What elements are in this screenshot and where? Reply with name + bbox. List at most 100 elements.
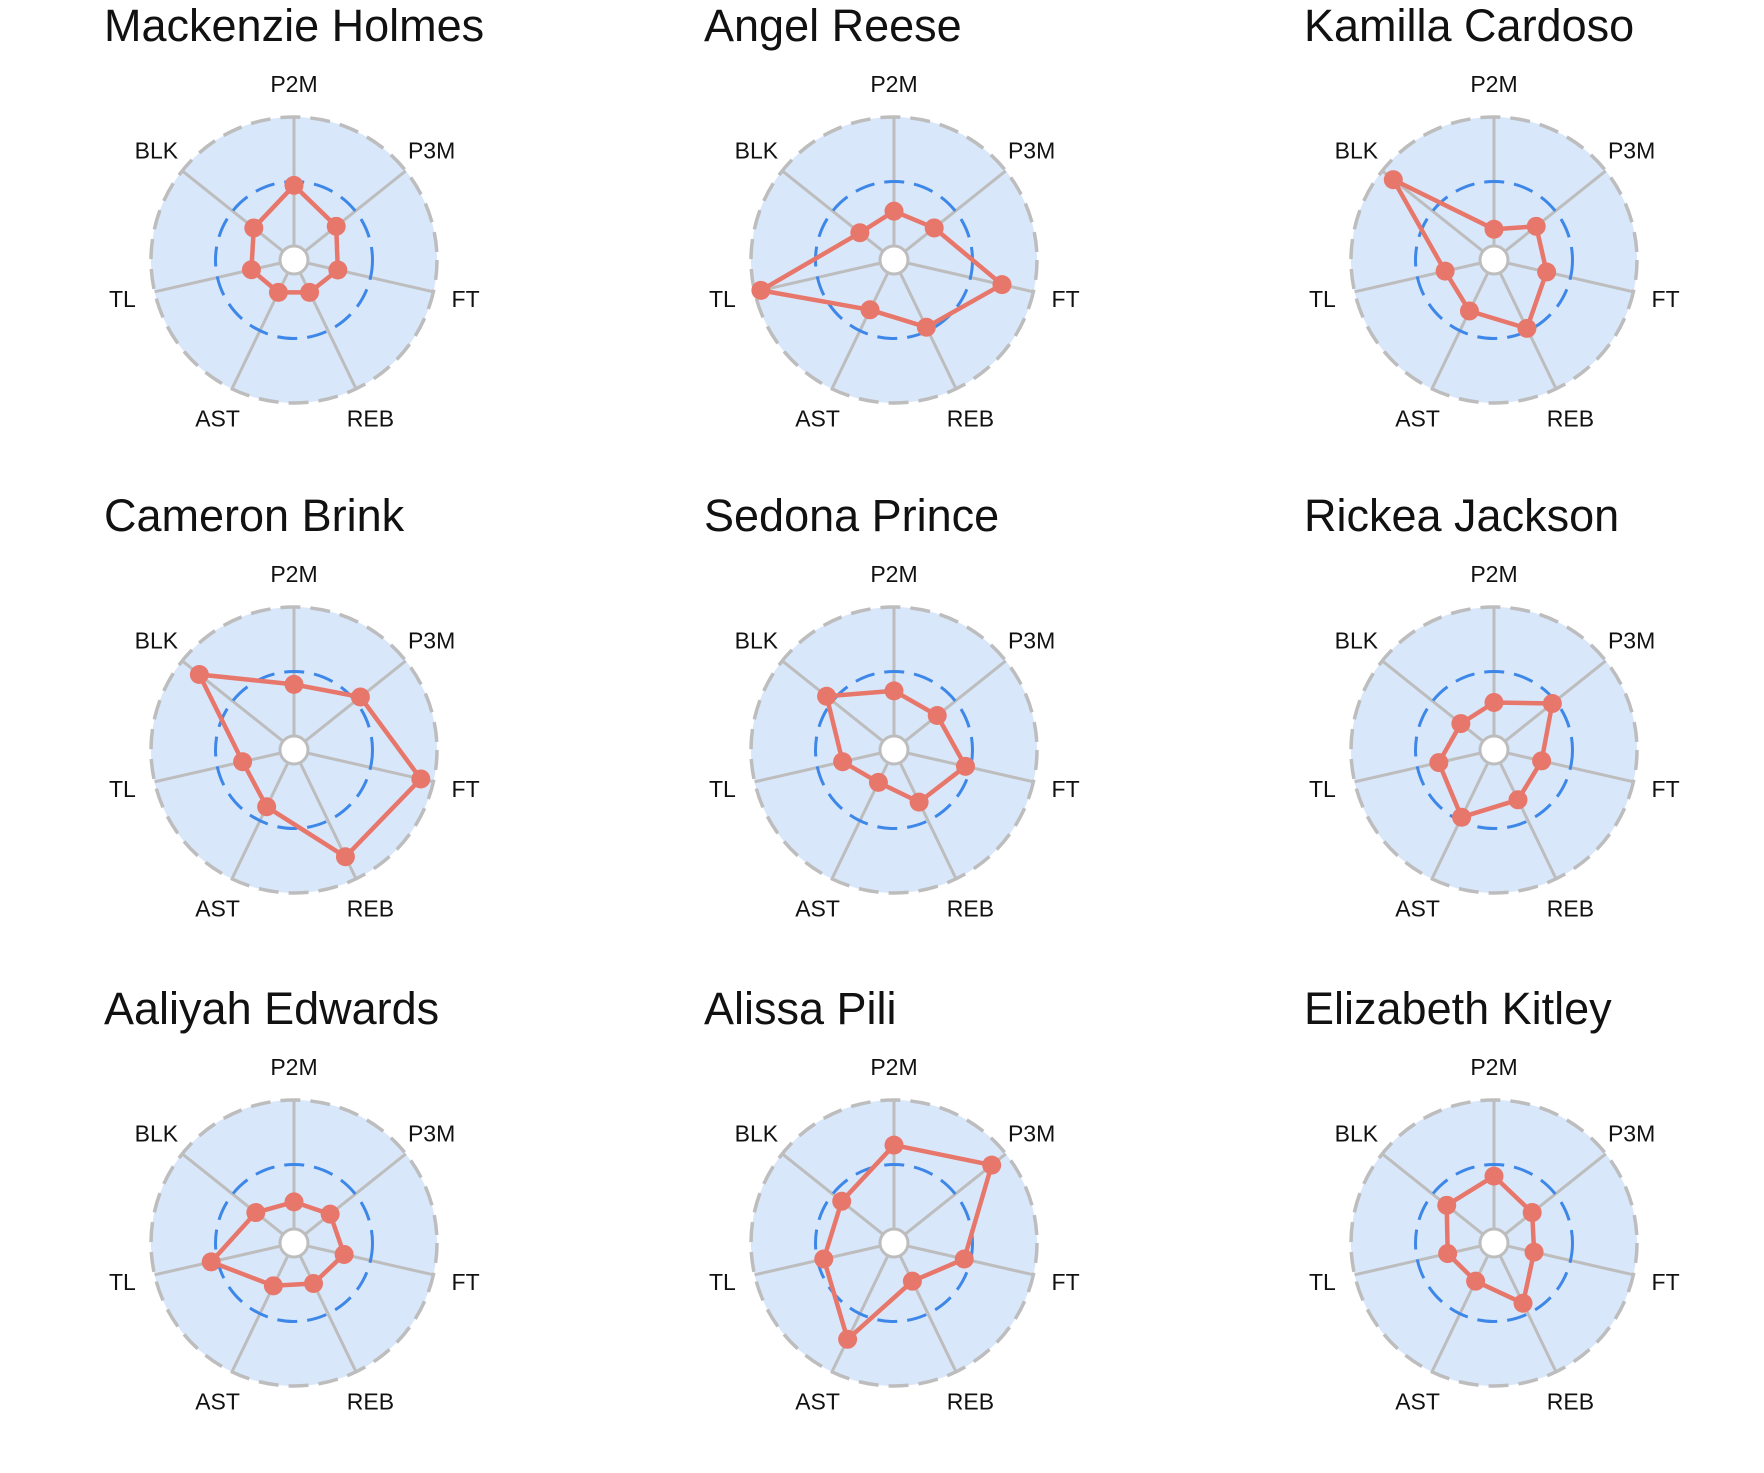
inner-ring xyxy=(878,244,910,276)
outer-ring xyxy=(1349,1098,1639,1388)
data-point-tl xyxy=(814,1249,834,1269)
chart-title: Aaliyah Edwards xyxy=(104,983,440,1034)
radar-panel-alissa-pili: Alissa Pili P2M P3M FT REB AST TL BLK xyxy=(600,983,1200,1473)
data-point-ast xyxy=(1459,301,1479,321)
axis-label-ast: AST xyxy=(795,896,840,922)
axis-label-p3m: P3M xyxy=(1608,1120,1655,1146)
data-point-ft xyxy=(411,769,431,789)
data-point-blk xyxy=(1383,170,1403,190)
data-point-blk xyxy=(1451,714,1471,734)
axis-label-ft: FT xyxy=(1652,776,1680,802)
data-point-p3m xyxy=(1542,693,1562,713)
data-point-ft xyxy=(954,1249,974,1269)
radar-chart: P2M P3M FT REB AST TL BLK xyxy=(709,1054,1080,1415)
axis-label-tl: TL xyxy=(1309,776,1336,802)
data-point-reb xyxy=(300,282,320,302)
outer-ring xyxy=(749,115,1039,405)
outer-ring xyxy=(1349,115,1639,405)
axis-spoke-blk xyxy=(181,1152,284,1236)
data-point-tl xyxy=(241,260,261,280)
data-point-p3m xyxy=(1522,1203,1542,1223)
data-point-p2m xyxy=(884,1135,904,1155)
axis-label-reb: REB xyxy=(347,1389,394,1415)
axis-label-p2m: P2M xyxy=(870,71,917,97)
data-point-ast xyxy=(1452,807,1472,827)
data-point-p3m xyxy=(1526,216,1546,236)
outer-ring xyxy=(149,115,439,405)
chart-title: Alissa Pili xyxy=(704,983,897,1034)
data-point-tl xyxy=(1429,753,1449,773)
chart-title: Elizabeth Kitley xyxy=(1304,983,1612,1034)
axis-label-reb: REB xyxy=(1547,1389,1594,1415)
axis-label-reb: REB xyxy=(947,406,994,432)
outer-ring xyxy=(149,605,439,895)
axis-label-tl: TL xyxy=(709,286,736,312)
data-point-reb xyxy=(902,1271,922,1291)
reference-ring xyxy=(814,1163,974,1323)
data-point-ft xyxy=(328,260,348,280)
axis-label-p3m: P3M xyxy=(1608,137,1655,163)
data-point-blk xyxy=(244,218,264,238)
chart-title: Rickea Jackson xyxy=(1304,490,1620,541)
data-point-blk xyxy=(850,223,870,243)
radar-panel-rickea-jackson: Rickea Jackson P2M P3M FT REB AST TL BLK xyxy=(1200,490,1764,980)
data-point-ft xyxy=(1537,262,1557,282)
series-line xyxy=(758,208,1005,330)
radar-panel-elizabeth-kitley: Elizabeth Kitley P2M P3M FT REB AST TL BLK xyxy=(1200,983,1764,1473)
chart-title: Mackenzie Holmes xyxy=(104,0,485,51)
radar-chart: P2M P3M FT REB AST TL BLK xyxy=(709,561,1080,922)
data-point-ast xyxy=(868,772,888,792)
axis-label-p2m: P2M xyxy=(1470,1054,1517,1080)
data-point-tl xyxy=(1435,261,1455,281)
axis-label-ast: AST xyxy=(1395,1389,1440,1415)
data-point-tl xyxy=(833,752,853,772)
axis-label-ft: FT xyxy=(1052,286,1080,312)
axis-label-reb: REB xyxy=(947,896,994,922)
data-point-ft xyxy=(334,1244,354,1264)
data-point-p2m xyxy=(1484,1166,1504,1186)
data-point-p2m xyxy=(284,1192,304,1212)
radar-panel-cameron-brink: Cameron Brink P2M P3M FT REB AST TL BLK xyxy=(0,490,600,980)
axis-label-ft: FT xyxy=(452,776,480,802)
axis-label-ft: FT xyxy=(1652,286,1680,312)
axis-label-blk: BLK xyxy=(135,137,179,163)
axis-label-blk: BLK xyxy=(135,627,179,653)
chart-title: Kamilla Cardoso xyxy=(1304,0,1635,51)
axis-label-reb: REB xyxy=(947,1389,994,1415)
data-point-p3m xyxy=(927,706,947,726)
axis-spoke-blk xyxy=(781,1152,884,1236)
axis-label-ft: FT xyxy=(1052,776,1080,802)
data-point-blk xyxy=(246,1203,266,1223)
axis-label-ast: AST xyxy=(1395,406,1440,432)
axis-label-p2m: P2M xyxy=(870,1054,917,1080)
radar-panel-kamilla-cardoso: Kamilla Cardoso P2M P3M FT REB AST TL BLK xyxy=(1200,0,1764,490)
reference-ring xyxy=(214,670,374,830)
chart-title: Cameron Brink xyxy=(104,490,405,541)
reference-ring xyxy=(214,1163,374,1323)
axis-label-ast: AST xyxy=(795,1389,840,1415)
axis-spoke-blk xyxy=(1381,1152,1484,1236)
data-point-blk xyxy=(832,1191,852,1211)
data-point-ast xyxy=(268,282,288,302)
axis-label-ast: AST xyxy=(195,896,240,922)
chart-title: Angel Reese xyxy=(704,0,962,51)
axis-label-p3m: P3M xyxy=(1008,137,1055,163)
data-point-blk xyxy=(817,686,837,706)
radar-chart: P2M P3M FT REB AST TL BLK xyxy=(109,1054,480,1415)
data-point-tl xyxy=(751,280,771,300)
data-point-ast xyxy=(838,1329,858,1349)
axis-label-blk: BLK xyxy=(135,1120,179,1146)
data-point-tl xyxy=(1438,1244,1458,1264)
axis-label-p3m: P3M xyxy=(408,137,455,163)
axis-label-ast: AST xyxy=(795,406,840,432)
data-point-ast xyxy=(257,797,277,817)
outer-ring xyxy=(749,1098,1039,1388)
axis-label-ft: FT xyxy=(452,286,480,312)
axis-label-blk: BLK xyxy=(1335,137,1379,163)
axis-label-tl: TL xyxy=(1309,1269,1336,1295)
axis-label-tl: TL xyxy=(109,286,136,312)
data-point-ast xyxy=(263,1276,283,1296)
axis-label-p2m: P2M xyxy=(1470,561,1517,587)
data-point-reb xyxy=(1513,1293,1533,1313)
